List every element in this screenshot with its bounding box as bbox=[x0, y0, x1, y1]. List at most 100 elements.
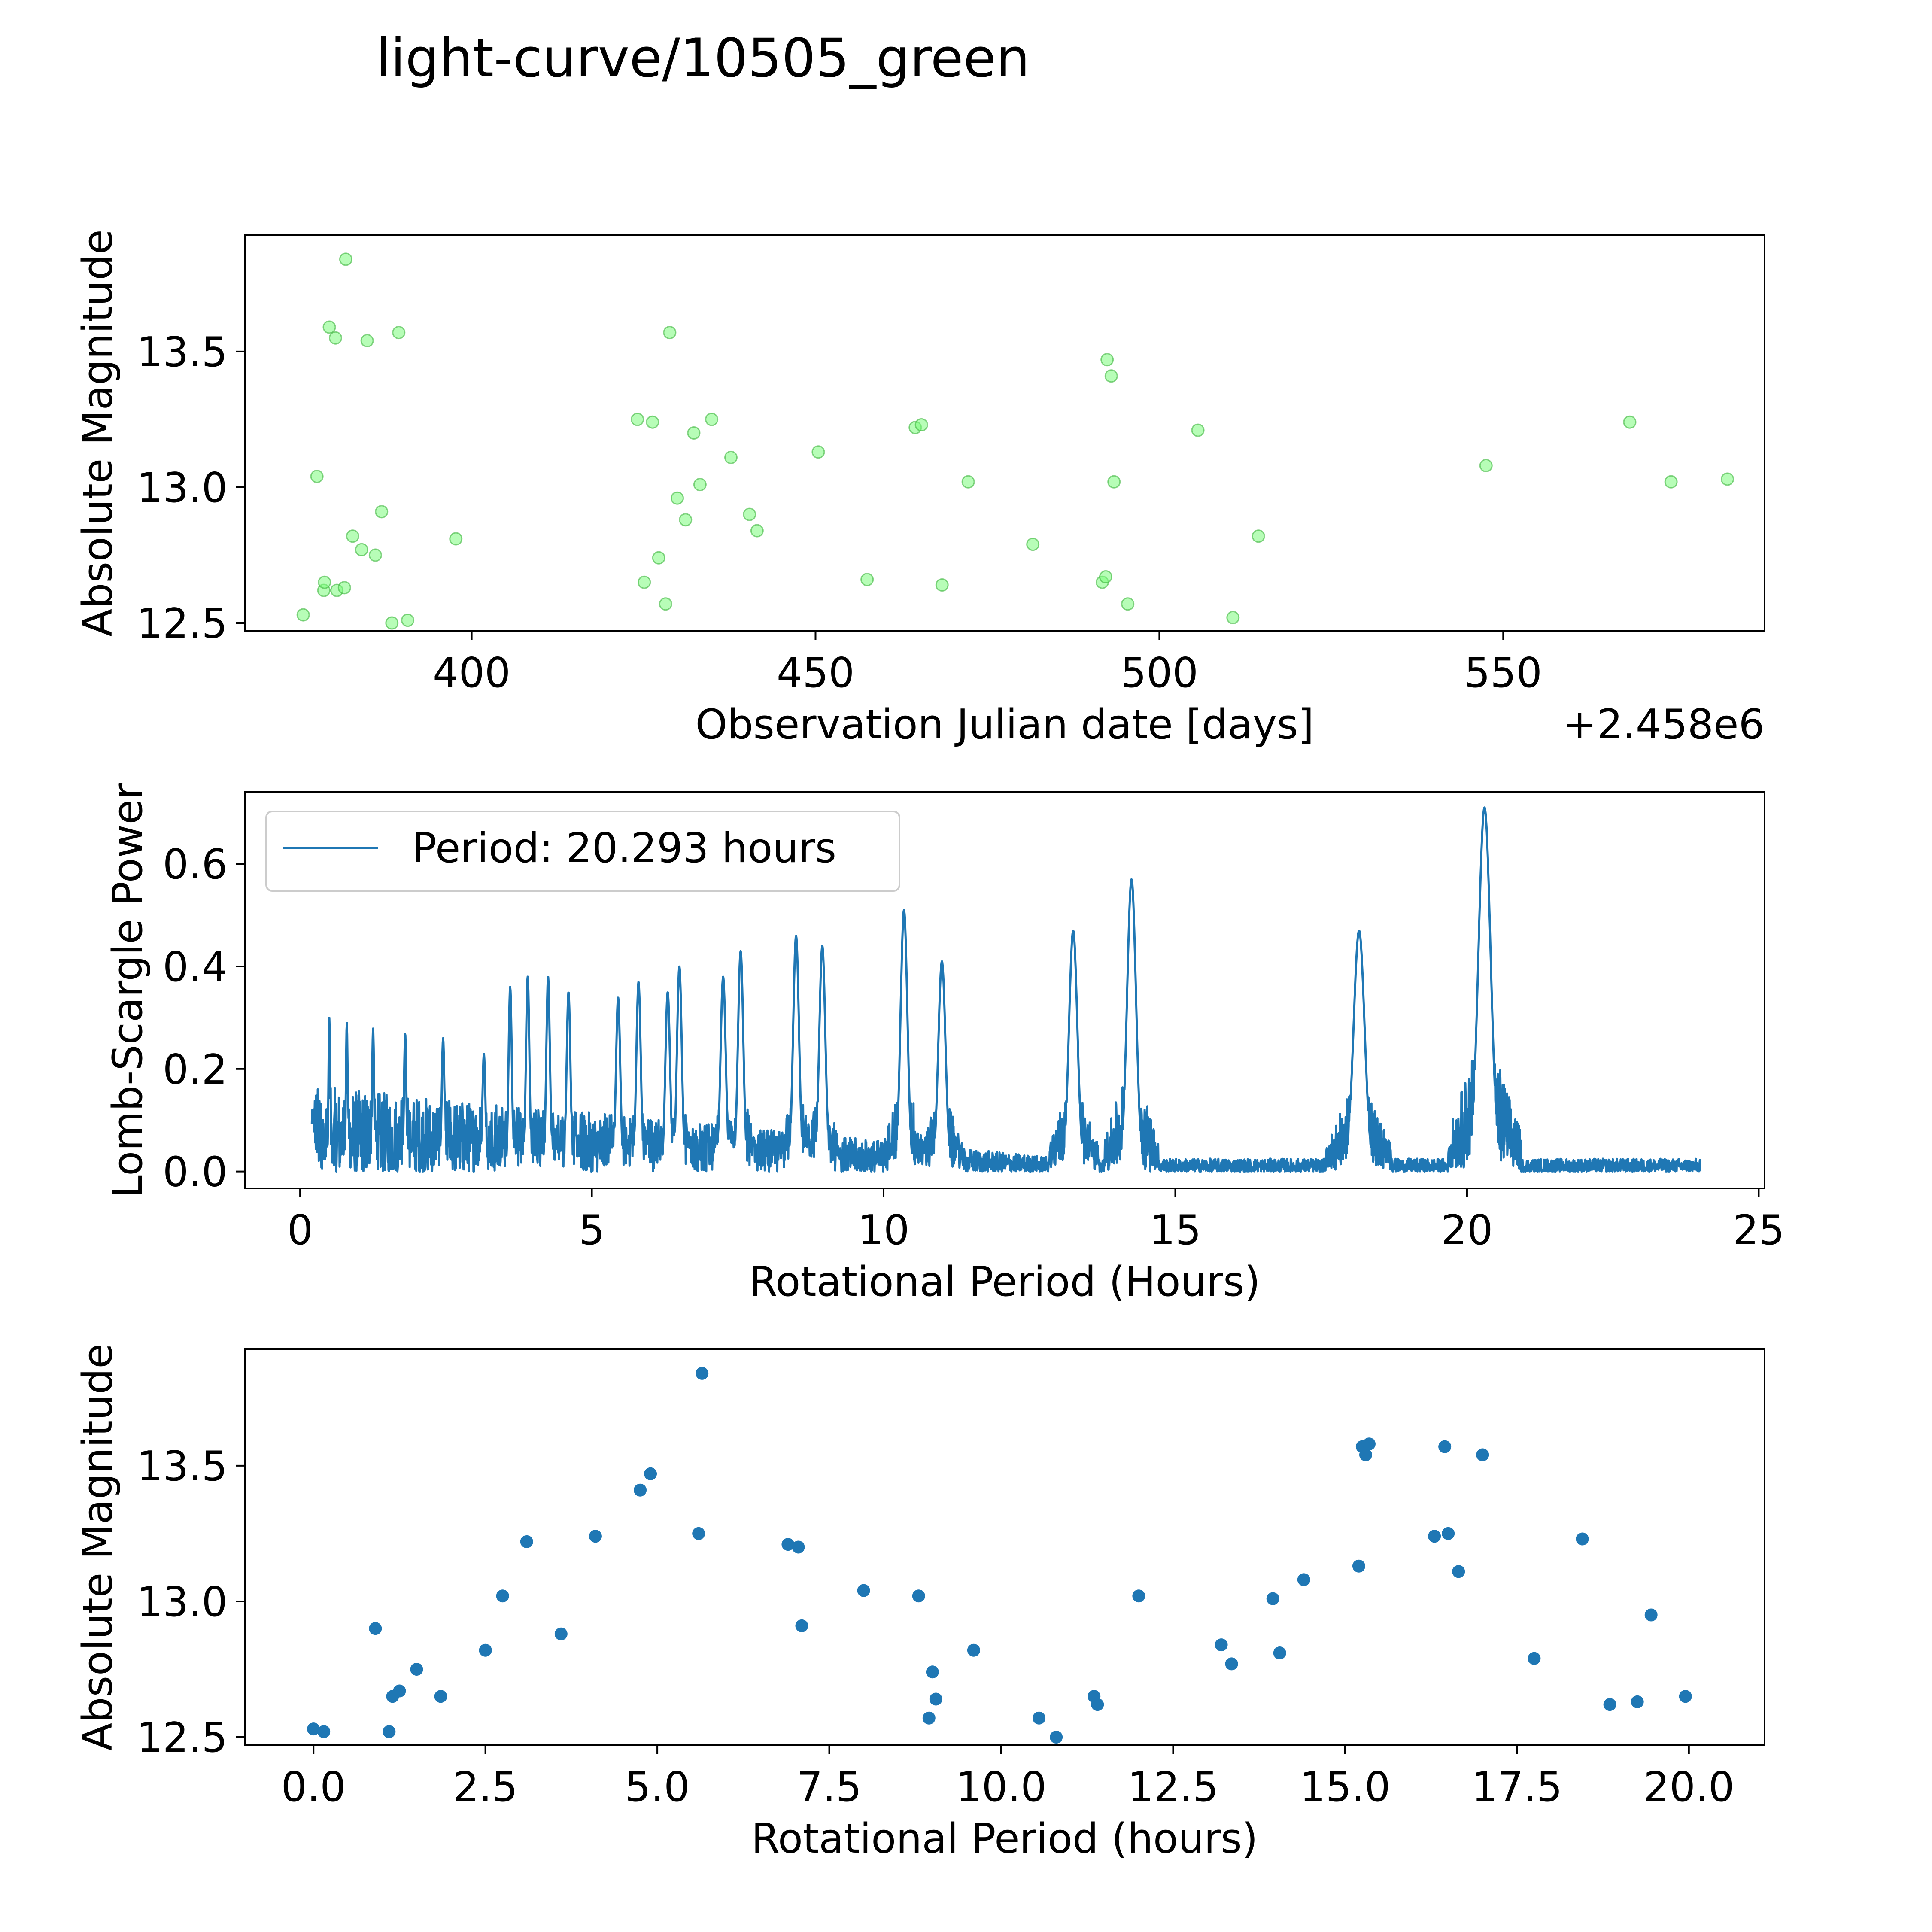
data-point bbox=[385, 616, 399, 630]
data-point bbox=[1099, 570, 1112, 584]
data-point bbox=[296, 608, 310, 622]
data-point bbox=[935, 578, 949, 592]
data-point bbox=[1576, 1532, 1589, 1546]
data-point bbox=[1033, 1711, 1046, 1725]
y-tick-label: 0.0 bbox=[163, 1149, 228, 1196]
data-point bbox=[679, 513, 693, 527]
x-axis-label: Observation Julian date [days] bbox=[695, 701, 1314, 748]
data-point bbox=[1273, 1646, 1286, 1660]
x-tick-label: 2.5 bbox=[453, 1764, 518, 1811]
x-tick-label: 5.0 bbox=[625, 1764, 690, 1811]
data-point bbox=[369, 1622, 382, 1635]
data-point bbox=[671, 491, 684, 505]
plot-frame bbox=[244, 791, 1765, 1189]
legend-label: Period: 20.293 hours bbox=[412, 825, 836, 872]
legend-box bbox=[265, 811, 900, 892]
data-point bbox=[743, 507, 756, 521]
data-point bbox=[914, 418, 928, 432]
x-tick-label: 550 bbox=[1464, 650, 1542, 697]
data-point bbox=[922, 1711, 936, 1725]
y-tick-label: 0.6 bbox=[163, 841, 228, 888]
data-point bbox=[368, 548, 382, 562]
x-axis-label: Rotational Period (hours) bbox=[751, 1815, 1258, 1862]
legend: Period: 20.293 hours bbox=[265, 811, 900, 892]
data-point bbox=[781, 1538, 795, 1551]
x-tick-label: 15 bbox=[1149, 1207, 1201, 1254]
data-point bbox=[1359, 1448, 1372, 1461]
data-point bbox=[1107, 475, 1121, 489]
data-point bbox=[663, 326, 677, 340]
x-tick-label: 0 bbox=[287, 1207, 313, 1254]
data-point bbox=[1644, 1608, 1658, 1622]
x-tick-label: 0.0 bbox=[281, 1764, 346, 1811]
data-point bbox=[1100, 353, 1114, 367]
data-point bbox=[434, 1690, 447, 1703]
y-tick-label: 12.5 bbox=[137, 600, 228, 647]
data-point bbox=[1528, 1652, 1541, 1665]
data-point bbox=[1679, 1690, 1692, 1703]
data-point bbox=[1442, 1527, 1455, 1540]
data-point bbox=[1050, 1731, 1063, 1744]
data-point bbox=[410, 1662, 423, 1676]
data-point bbox=[337, 581, 351, 595]
data-point bbox=[392, 326, 406, 340]
data-point bbox=[317, 1725, 331, 1738]
data-point bbox=[346, 529, 359, 543]
data-point bbox=[1026, 538, 1040, 551]
x-tick-label: 12.5 bbox=[1128, 1764, 1219, 1811]
data-point bbox=[1297, 1573, 1310, 1586]
data-point bbox=[1664, 475, 1678, 489]
data-point bbox=[449, 532, 463, 546]
x-tick-label: 20.0 bbox=[1643, 1764, 1735, 1811]
data-point bbox=[652, 551, 665, 565]
data-point bbox=[1225, 1657, 1238, 1671]
periodogram-line bbox=[310, 806, 1701, 1173]
data-point bbox=[318, 575, 331, 589]
data-point bbox=[1215, 1638, 1228, 1652]
data-point bbox=[1479, 459, 1493, 472]
y-axis-label: Lomb-Scargle Power bbox=[104, 782, 152, 1198]
x-tick-label: 25 bbox=[1733, 1207, 1785, 1254]
data-point bbox=[705, 413, 719, 426]
data-point bbox=[589, 1530, 602, 1543]
data-point bbox=[967, 1643, 980, 1657]
data-point bbox=[659, 597, 672, 611]
data-point bbox=[724, 450, 738, 464]
data-point bbox=[1226, 611, 1240, 624]
panel-periodogram: 0 5 10 15 20 25 0.0 0.2 0.4 0.6 Rotational Period … bbox=[104, 782, 1785, 1306]
plot-frame bbox=[244, 1348, 1765, 1746]
data-point bbox=[1191, 423, 1205, 437]
x-axis-label: Rotational Period (Hours) bbox=[749, 1258, 1261, 1306]
data-point bbox=[929, 1692, 942, 1706]
x-tick-label: 5 bbox=[579, 1207, 605, 1254]
y-tick-label: 13.0 bbox=[137, 1579, 228, 1626]
data-point bbox=[1132, 1589, 1145, 1603]
data-point bbox=[1428, 1530, 1441, 1543]
data-point bbox=[1438, 1440, 1452, 1453]
data-point bbox=[1603, 1698, 1616, 1711]
data-point bbox=[328, 331, 342, 345]
data-point bbox=[322, 320, 336, 334]
y-tick-label: 0.4 bbox=[163, 944, 228, 991]
panel-phase-folded: 0.0 2.5 5.0 7.5 10.0 12.5 15.0 17.5 20.0 12.5 13.0… bbox=[74, 1343, 1765, 1862]
data-point bbox=[792, 1540, 805, 1554]
y-tick-label: 13.5 bbox=[137, 1443, 228, 1490]
data-point bbox=[360, 334, 374, 348]
data-point bbox=[926, 1665, 939, 1679]
data-point bbox=[961, 475, 975, 489]
data-point bbox=[687, 426, 701, 440]
data-point bbox=[520, 1535, 533, 1548]
data-point bbox=[644, 1467, 657, 1480]
data-point bbox=[1104, 369, 1118, 383]
data-point bbox=[1452, 1565, 1465, 1578]
data-point bbox=[496, 1589, 509, 1603]
x-tick-label: 400 bbox=[433, 650, 510, 697]
data-point bbox=[693, 478, 707, 492]
y-axis-label: Absolute Magnitude bbox=[74, 229, 122, 637]
data-point bbox=[1352, 1559, 1365, 1573]
data-point bbox=[1362, 1437, 1376, 1451]
x-tick-label: 450 bbox=[777, 650, 854, 697]
data-point bbox=[860, 573, 874, 586]
data-point bbox=[310, 470, 324, 483]
